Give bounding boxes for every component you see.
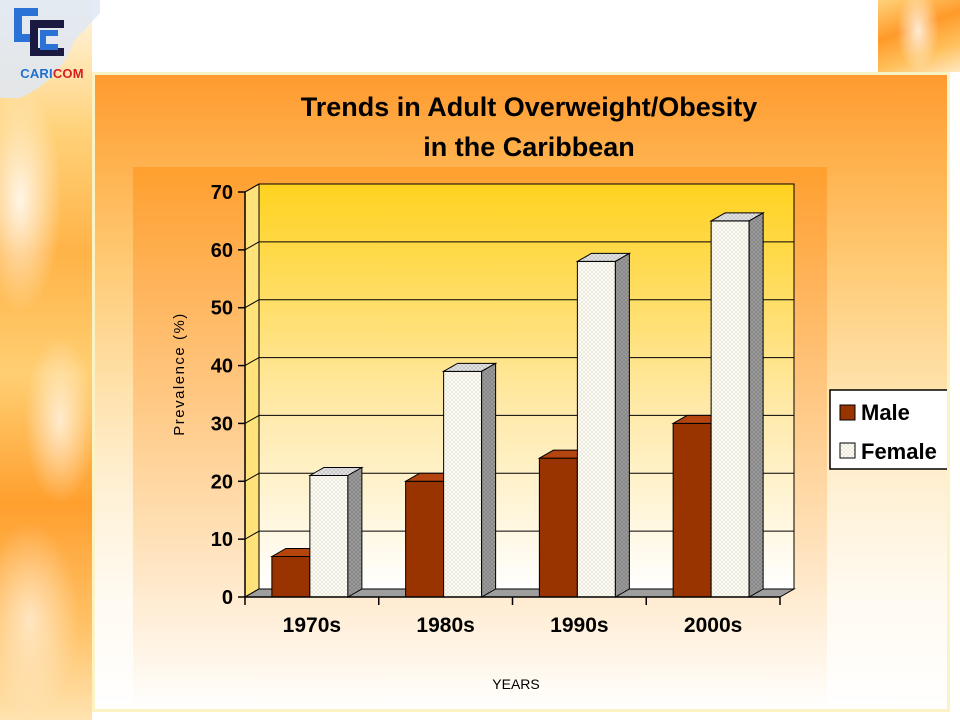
bar-side [347, 466, 363, 598]
y-tick-label: 20 [211, 471, 233, 493]
y-axis: 0 10 20 30 40 50 60 70 [211, 182, 246, 609]
right-decoration [878, 0, 960, 72]
legend-label-male: Male [861, 400, 910, 425]
bar-front [443, 370, 483, 598]
bars [269, 212, 766, 598]
legend: Male Female [829, 389, 947, 470]
legend-swatch-male [839, 404, 856, 421]
x-axis: 1970s 1980s 1990s 2000s [244, 596, 781, 637]
legend-swatch-female [839, 442, 856, 459]
caricom-logo-icon [0, 0, 112, 98]
gridline-side [244, 414, 260, 424]
gridline-side [244, 472, 260, 482]
bar-female-1970s [307, 466, 364, 598]
bar-female-2000s [709, 212, 766, 598]
chart-subtitle: in the Caribbean [423, 132, 635, 162]
gridline-side [244, 241, 260, 251]
left-decoration [0, 0, 92, 720]
y-tick-label: 40 [211, 356, 233, 378]
caricom-logo: CARICOM [0, 0, 112, 98]
y-tick-label: 50 [211, 298, 233, 320]
bar-female-1980s [441, 362, 498, 598]
gridline-side [244, 357, 260, 367]
bar-side [748, 212, 764, 598]
x-tick-label: 1990s [550, 614, 608, 637]
x-axis-label: YEARS [492, 676, 539, 692]
y-tick-label: 70 [211, 182, 233, 204]
y-tick-label: 30 [211, 413, 233, 435]
x-tick-label: 2000s [684, 614, 742, 637]
bar-front [538, 457, 578, 598]
bar-front [576, 260, 616, 598]
bar-front [672, 422, 712, 598]
bar-side [614, 252, 630, 598]
y-tick-label: 0 [222, 587, 233, 609]
gridline-side [244, 183, 260, 193]
x-tick-label: 1980s [416, 614, 474, 637]
chart: Trends in Adult Overweight/Obesity in th… [133, 92, 947, 709]
bar-female-1990s [575, 252, 632, 598]
x-tick-label: 1970s [283, 614, 341, 637]
y-tick-label: 10 [211, 529, 233, 551]
y-tick-label: 60 [211, 240, 233, 262]
bar-front [271, 556, 311, 598]
bar-side [481, 362, 497, 598]
caricom-logo-text: CARICOM [20, 66, 84, 81]
gridline-side [244, 530, 260, 540]
chart-panel: Trends in Adult Overweight/Obesity in th… [92, 72, 950, 712]
gridline-side [244, 299, 260, 309]
bar-front [309, 475, 349, 598]
legend-label-female: Female [861, 439, 937, 464]
bar-front [710, 220, 750, 598]
chart-title: Trends in Adult Overweight/Obesity [301, 92, 758, 122]
y-axis-label: Prevalence (%) [171, 312, 188, 436]
bar-front [405, 480, 445, 598]
